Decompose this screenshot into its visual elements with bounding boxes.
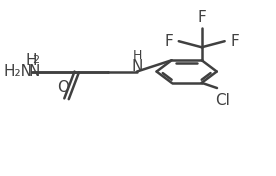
Text: 2: 2 [32, 55, 39, 65]
Text: H: H [132, 49, 142, 62]
Text: F: F [164, 34, 173, 49]
Text: N: N [28, 64, 39, 79]
Text: H: H [25, 53, 37, 68]
Text: H₂N: H₂N [3, 64, 33, 79]
Text: O: O [57, 80, 69, 96]
Text: F: F [197, 10, 206, 25]
Text: N: N [131, 59, 143, 74]
Text: Cl: Cl [215, 93, 230, 108]
Text: F: F [230, 34, 239, 49]
